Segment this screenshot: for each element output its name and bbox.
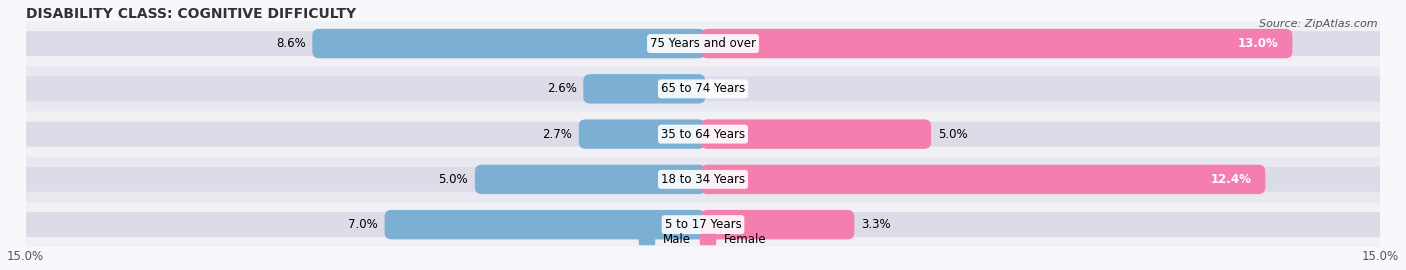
FancyBboxPatch shape: [703, 167, 1381, 192]
FancyBboxPatch shape: [25, 31, 703, 56]
FancyBboxPatch shape: [25, 212, 703, 237]
FancyBboxPatch shape: [25, 66, 1381, 112]
Text: 13.0%: 13.0%: [1239, 37, 1279, 50]
Text: 0.0%: 0.0%: [711, 82, 741, 95]
Text: 18 to 34 Years: 18 to 34 Years: [661, 173, 745, 186]
Text: DISABILITY CLASS: COGNITIVE DIFFICULTY: DISABILITY CLASS: COGNITIVE DIFFICULTY: [25, 7, 356, 21]
Text: 65 to 74 Years: 65 to 74 Years: [661, 82, 745, 95]
FancyBboxPatch shape: [700, 210, 855, 239]
FancyBboxPatch shape: [25, 122, 703, 147]
Text: 2.7%: 2.7%: [543, 128, 572, 141]
Text: 12.4%: 12.4%: [1211, 173, 1251, 186]
FancyBboxPatch shape: [703, 31, 1381, 56]
Text: Source: ZipAtlas.com: Source: ZipAtlas.com: [1260, 19, 1378, 29]
FancyBboxPatch shape: [25, 21, 1381, 66]
FancyBboxPatch shape: [25, 202, 1381, 247]
Text: 75 Years and over: 75 Years and over: [650, 37, 756, 50]
FancyBboxPatch shape: [703, 76, 1381, 101]
Legend: Male, Female: Male, Female: [640, 233, 766, 246]
Text: 3.3%: 3.3%: [860, 218, 891, 231]
FancyBboxPatch shape: [25, 157, 1381, 202]
FancyBboxPatch shape: [703, 212, 1381, 237]
FancyBboxPatch shape: [25, 76, 703, 101]
FancyBboxPatch shape: [700, 29, 1292, 58]
FancyBboxPatch shape: [475, 165, 706, 194]
Text: 2.6%: 2.6%: [547, 82, 576, 95]
Text: 5 to 17 Years: 5 to 17 Years: [665, 218, 741, 231]
Text: 5.0%: 5.0%: [439, 173, 468, 186]
FancyBboxPatch shape: [703, 122, 1381, 147]
FancyBboxPatch shape: [25, 167, 703, 192]
FancyBboxPatch shape: [385, 210, 706, 239]
Text: 5.0%: 5.0%: [938, 128, 967, 141]
FancyBboxPatch shape: [700, 165, 1265, 194]
FancyBboxPatch shape: [583, 74, 706, 104]
FancyBboxPatch shape: [579, 119, 706, 149]
Text: 35 to 64 Years: 35 to 64 Years: [661, 128, 745, 141]
FancyBboxPatch shape: [700, 119, 931, 149]
FancyBboxPatch shape: [25, 112, 1381, 157]
FancyBboxPatch shape: [312, 29, 706, 58]
Text: 7.0%: 7.0%: [349, 218, 378, 231]
Text: 8.6%: 8.6%: [276, 37, 305, 50]
